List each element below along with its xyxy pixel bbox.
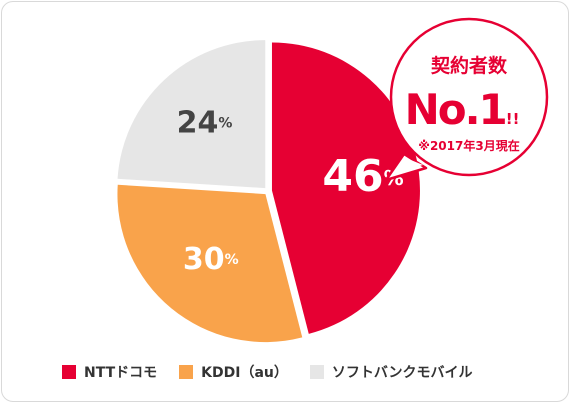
slice-unit: % xyxy=(218,115,232,131)
slice-value: 46 xyxy=(322,151,383,202)
badge-line1: 契約者数 xyxy=(430,54,508,77)
legend-item-1: NTTドコモ xyxy=(62,362,157,382)
pie-slice-label-3: 24% xyxy=(177,105,233,140)
legend-label: ソフトバンクモバイル xyxy=(331,365,473,381)
pie-slice-1 xyxy=(271,42,420,334)
pie-slice-3 xyxy=(117,40,266,189)
pie-chart: 46%30%24% 契約者数 No.1!! ※2017年3月現在 xyxy=(117,17,549,343)
legend-label: KDDI（au） xyxy=(201,365,288,381)
slice-unit: % xyxy=(225,252,239,268)
slice-value: 24 xyxy=(177,105,219,140)
badge-marks: !! xyxy=(506,110,520,128)
badge-note: ※2017年3月現在 xyxy=(418,138,519,153)
legend: NTTドコモ KDDI（au） ソフトバンクモバイル xyxy=(62,361,495,383)
legend-swatch xyxy=(179,365,194,379)
legend-item-3: ソフトバンクモバイル xyxy=(309,362,473,382)
legend-label: NTTドコモ xyxy=(84,365,158,381)
badge-circle xyxy=(389,17,549,177)
legend-item-2: KDDI（au） xyxy=(179,362,288,382)
badge-rank-group: No.1!! xyxy=(405,85,520,134)
pie-slice-2 xyxy=(117,184,303,343)
badge-rank: No.1 xyxy=(405,85,506,134)
legend-swatch xyxy=(62,365,76,379)
pie-slice-label-2: 30% xyxy=(183,242,239,277)
no1-badge: 契約者数 No.1!! ※2017年3月現在 xyxy=(384,17,549,182)
pie-slice-label-1: 46% xyxy=(322,151,403,202)
slice-value: 30 xyxy=(183,242,225,277)
legend-swatch xyxy=(309,365,324,379)
